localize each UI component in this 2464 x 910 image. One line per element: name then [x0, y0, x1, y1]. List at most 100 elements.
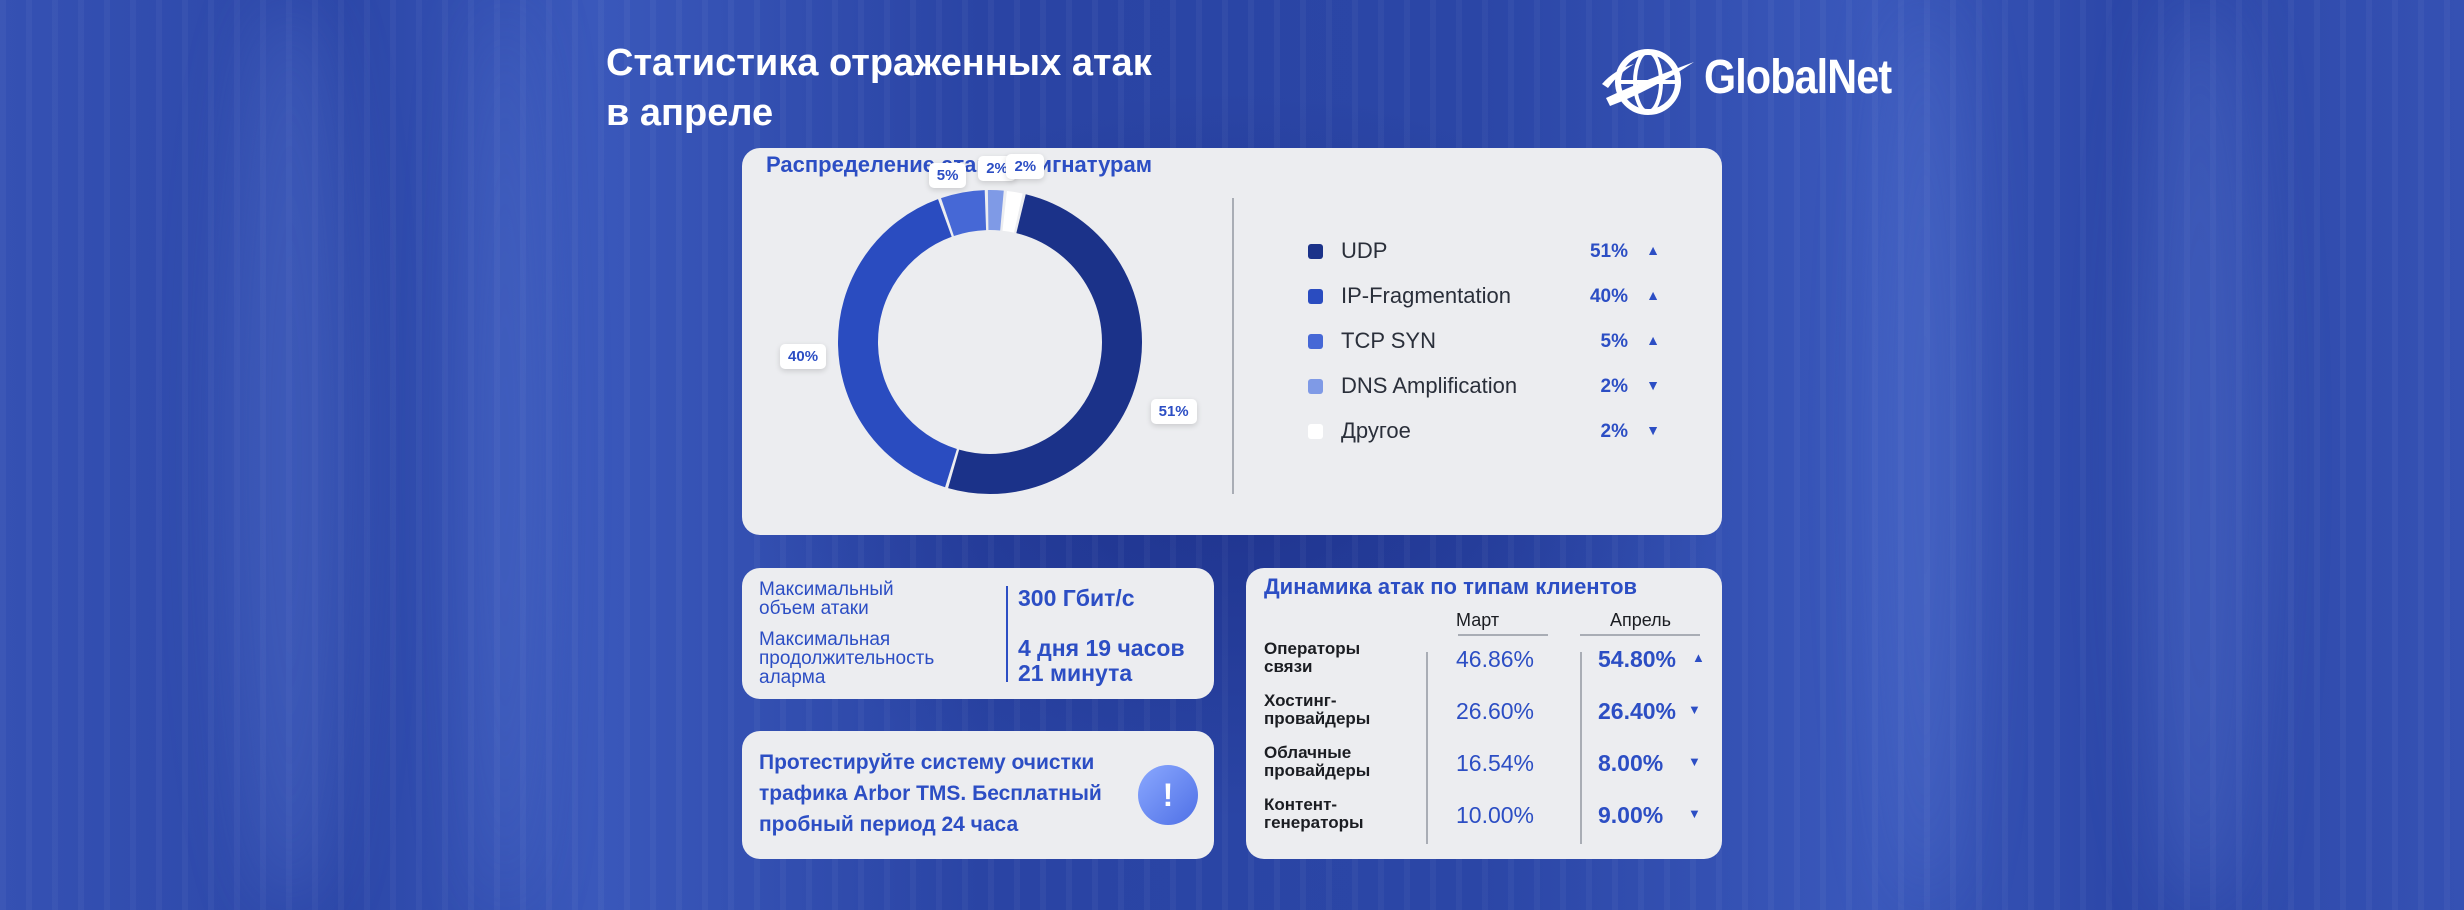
max-duration-label-line3: аларма [759, 667, 826, 688]
donut-slice-tcp-syn [941, 190, 987, 237]
legend-swatch [1308, 244, 1323, 259]
background-glow [1880, 0, 1970, 910]
row-category-line1: Хостинг- [1264, 691, 1337, 710]
triangle-up-icon: ▲ [1646, 242, 1660, 258]
max-volume-value: 300 Гбит/с [1018, 585, 1135, 611]
legend-value: 2% [1600, 376, 1628, 397]
slice-label: 51% [1150, 399, 1197, 425]
background-glow [2140, 0, 2260, 910]
slice-label: 5% [928, 162, 967, 188]
stats-divider [1006, 586, 1008, 682]
page-title: Статистика отраженных атак в апреле [606, 38, 1306, 138]
max-duration-value-line1: 4 дня 19 часов [1018, 635, 1185, 661]
page-title-line2: в апреле [606, 92, 774, 134]
row-category-line2: провайдеры [1264, 761, 1371, 780]
max-duration-value-line2: 21 минута [1018, 660, 1133, 686]
row-category-line2: связи [1264, 657, 1313, 676]
brand-name: GlobalNet [1704, 51, 1892, 104]
legend-item: Другое 2% ▼ [1308, 418, 1668, 463]
legend-label: DNS Amplification [1341, 373, 1518, 398]
march-value: 10.00% [1456, 802, 1535, 828]
donut-slice-ip-fragmentation [838, 199, 958, 488]
max-volume-label-line1: Максимальный [759, 579, 894, 600]
march-value: 16.54% [1456, 750, 1535, 776]
april-value: 8.00% [1598, 750, 1664, 776]
legend-value: 40% [1589, 286, 1628, 307]
promo-text[interactable]: Протестируйте систему очистки трафика Ar… [759, 751, 1102, 836]
donut-slice-dns-amplification [987, 190, 1004, 231]
exclamation-icon: ! [1138, 765, 1198, 825]
table-row: Облачные провайдеры 16.54% 8.00% ▼ [1246, 744, 1722, 796]
slice-label: 40% [780, 343, 827, 369]
legend-label: UDP [1341, 238, 1388, 263]
legend-item: DNS Amplification 2% ▼ [1308, 373, 1668, 418]
legend-value: 5% [1600, 331, 1628, 352]
legend-label: TCP SYN [1341, 328, 1436, 353]
max-duration-label-line2: продолжительность [759, 648, 935, 669]
row-category-line1: Операторы [1264, 639, 1361, 658]
brand-logo: GlobalNet [1600, 44, 1892, 124]
triangle-down-icon: ▼ [1688, 806, 1701, 821]
april-value: 26.40% [1598, 698, 1677, 724]
table-divider [1426, 652, 1428, 844]
legend-divider [1232, 198, 1234, 494]
background-glow [230, 0, 350, 910]
legend-value: 2% [1600, 421, 1628, 442]
row-category-line1: Контент- [1264, 795, 1338, 814]
row-category: Облачные провайдеры [1264, 744, 1414, 780]
row-category: Контент-генераторы [1264, 796, 1414, 832]
legend-item: TCP SYN 5% ▲ [1308, 328, 1668, 373]
max-duration-value: 4 дня 19 часов 21 минута [1018, 636, 1185, 686]
legend-item: UDP 51% ▲ [1308, 238, 1668, 283]
row-category-line2: генераторы [1264, 813, 1364, 832]
triangle-up-icon: ▲ [1646, 332, 1660, 348]
header-underline [1458, 634, 1548, 636]
column-header-april: Апрель [1610, 610, 1672, 630]
chart-legend: UDP 51% ▲ IP-Fragmentation 40% ▲ TCP SYN 5% ▲ DNS… [1308, 238, 1668, 463]
row-category: Хостинг-провайдеры [1264, 692, 1414, 728]
legend-item: IP-Fragmentation 40% ▲ [1308, 283, 1668, 328]
triangle-down-icon: ▼ [1646, 377, 1660, 393]
max-stats-card: Максимальный объем атаки 300 Гбит/с Макс… [742, 568, 1214, 699]
signature-distribution-card: Распределение атак по сигнатурам 51%40%5… [742, 148, 1722, 535]
legend-label: Другое [1341, 418, 1411, 443]
row-category: Операторы связи [1264, 640, 1414, 676]
promo-card[interactable]: Протестируйте систему очистки трафика Ar… [742, 731, 1214, 859]
triangle-up-icon: ▲ [1692, 650, 1705, 665]
max-duration-label: Максимальная продолжительность аларма [759, 630, 934, 687]
table-row: Контент-генераторы 10.00% 9.00% ▼ [1246, 796, 1722, 848]
march-value: 26.60% [1456, 698, 1535, 724]
legend-swatch [1308, 424, 1323, 439]
max-volume-label: Максимальный объем атаки [759, 580, 894, 618]
donut-slice-udp [948, 194, 1142, 494]
dynamics-title: Динамика атак по типам клиентов [1264, 574, 1638, 599]
legend-value: 51% [1589, 241, 1628, 262]
triangle-down-icon: ▼ [1688, 702, 1701, 717]
row-category-line1: Облачные [1264, 743, 1352, 762]
legend-swatch [1308, 379, 1323, 394]
max-volume-label-line2: объем атаки [759, 598, 869, 619]
header-underline [1580, 634, 1700, 636]
legend-swatch [1308, 334, 1323, 349]
table-row: Операторы связи 46.86% 54.80% ▲ [1246, 640, 1722, 692]
max-duration-label-line1: Максимальная [759, 629, 891, 650]
triangle-down-icon: ▼ [1646, 422, 1660, 438]
donut-chart [838, 190, 1142, 494]
triangle-up-icon: ▲ [1646, 287, 1660, 303]
triangle-down-icon: ▼ [1688, 754, 1701, 769]
slice-label: 2% [1006, 154, 1045, 180]
row-category-line2: провайдеры [1264, 709, 1371, 728]
april-value: 9.00% [1598, 802, 1664, 828]
page-title-line1: Статистика отраженных атак [606, 42, 1152, 84]
column-header-march: Март [1456, 610, 1500, 630]
march-value: 46.86% [1456, 646, 1535, 672]
april-value: 54.80% [1598, 646, 1677, 672]
table-row: Хостинг-провайдеры 26.60% 26.40% ▼ [1246, 692, 1722, 744]
background-glow [470, 0, 540, 910]
client-dynamics-card: Динамика атак по типам клиентов Март Апр… [1246, 568, 1722, 859]
globe-swoosh-icon [1602, 49, 1694, 115]
legend-swatch [1308, 289, 1323, 304]
donut-slice-другое [1002, 190, 1023, 233]
legend-label: IP-Fragmentation [1341, 283, 1511, 308]
table-divider [1580, 652, 1582, 844]
